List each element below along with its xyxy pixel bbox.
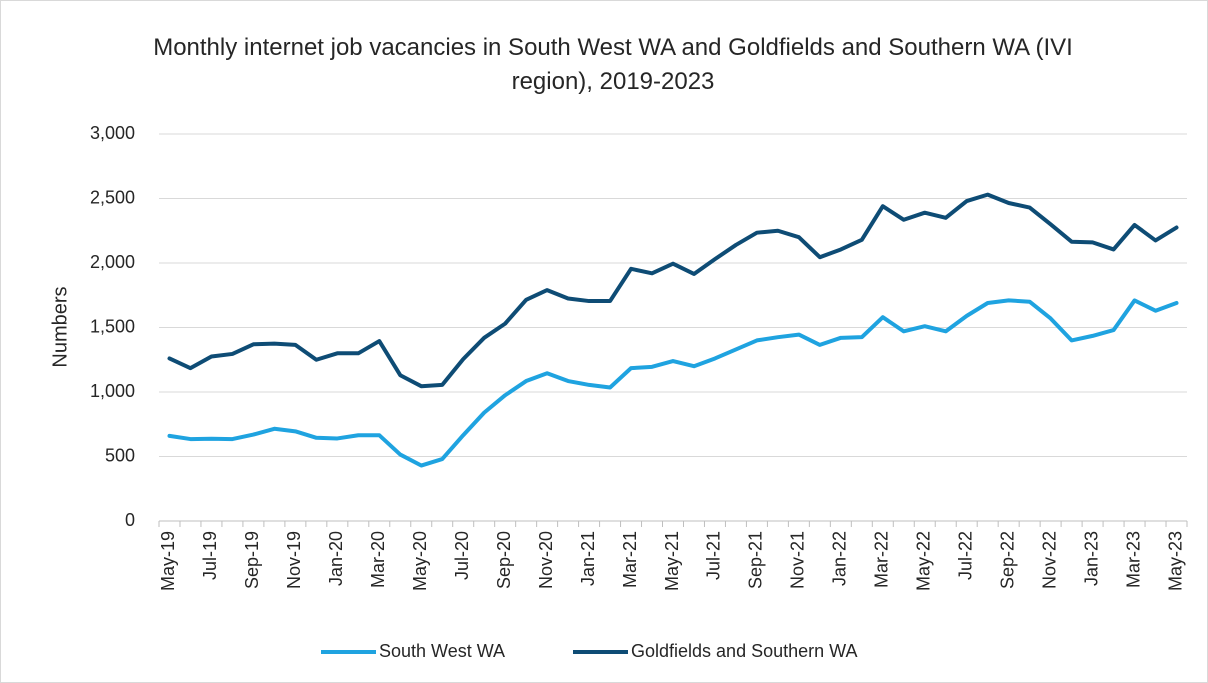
y-tick-label: 1,000: [90, 381, 135, 401]
legend-label: South West WA: [379, 641, 505, 661]
x-tick-label: Jan-23: [1081, 531, 1101, 586]
x-tick-label: Mar-23: [1123, 531, 1143, 588]
y-tick-label: 0: [125, 510, 135, 530]
y-tick-label: 500: [105, 445, 135, 465]
y-axis-label: Numbers: [49, 286, 71, 367]
x-tick-label: Nov-20: [536, 531, 556, 589]
x-tick-label: May-22: [914, 531, 934, 591]
y-tick-label: 1,500: [90, 316, 135, 336]
x-tick-label: Jan-20: [326, 531, 346, 586]
x-tick-label: May-21: [662, 531, 682, 591]
x-tick-label: Jul-21: [704, 531, 724, 580]
x-tick-label: Nov-21: [788, 531, 808, 589]
x-tick-label: Jan-21: [578, 531, 598, 586]
x-tick-label: May-19: [158, 531, 178, 591]
x-tick-label: May-20: [410, 531, 430, 591]
x-tick-label: May-23: [1165, 531, 1185, 591]
series-line: [167, 192, 1179, 389]
y-tick-label: 2,500: [90, 187, 135, 207]
legend-label: Goldfields and Southern WA: [631, 641, 857, 661]
chart-title: Monthly internet job vacancies in South …: [153, 34, 1073, 95]
x-tick-label: Jul-19: [200, 531, 220, 580]
x-tick-label: Mar-20: [368, 531, 388, 588]
x-tick-label: Nov-19: [284, 531, 304, 589]
x-tick-label: Mar-22: [872, 531, 892, 588]
x-tick-label: Jul-20: [452, 531, 472, 580]
x-tick-label: Sep-19: [242, 531, 262, 589]
x-tick-label: Sep-22: [997, 531, 1017, 589]
x-tick-label: Jan-22: [830, 531, 850, 586]
x-tick-label: Jul-22: [955, 531, 975, 580]
x-tick-label: Mar-21: [620, 531, 640, 588]
x-tick-label: Sep-21: [746, 531, 766, 589]
y-tick-label: 3,000: [90, 123, 135, 143]
series-line: [167, 298, 1179, 468]
x-tick-label: Sep-20: [494, 531, 514, 589]
y-tick-label: 2,000: [90, 252, 135, 272]
x-tick-label: Nov-22: [1039, 531, 1059, 589]
